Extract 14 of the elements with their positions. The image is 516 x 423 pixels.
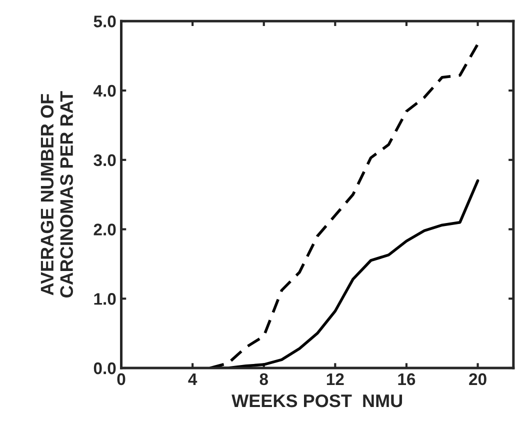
y-tick-label: 3.0 [94, 154, 116, 166]
x-axis-title: WEEKS POST NMU [232, 394, 402, 408]
y-tick-label: 0.0 [94, 362, 116, 374]
x-tick-label: 16 [398, 373, 416, 386]
y-axis-title: AVERAGE NUMBER OF CARCINOMAS PER RAT [40, 91, 73, 298]
x-tick-label: 20 [469, 373, 486, 386]
y-tick-label: 2.0 [94, 224, 116, 236]
y-tick-label: 5.0 [94, 16, 116, 28]
x-tick-label: 4 [188, 373, 198, 385]
y-tick-label: 4.0 [93, 84, 116, 97]
x-tick-label: 12 [326, 373, 344, 385]
x-tick-label: 0 [117, 373, 126, 386]
x-tick-label: 8 [260, 373, 268, 386]
y-tick-label: 1.0 [94, 293, 116, 305]
